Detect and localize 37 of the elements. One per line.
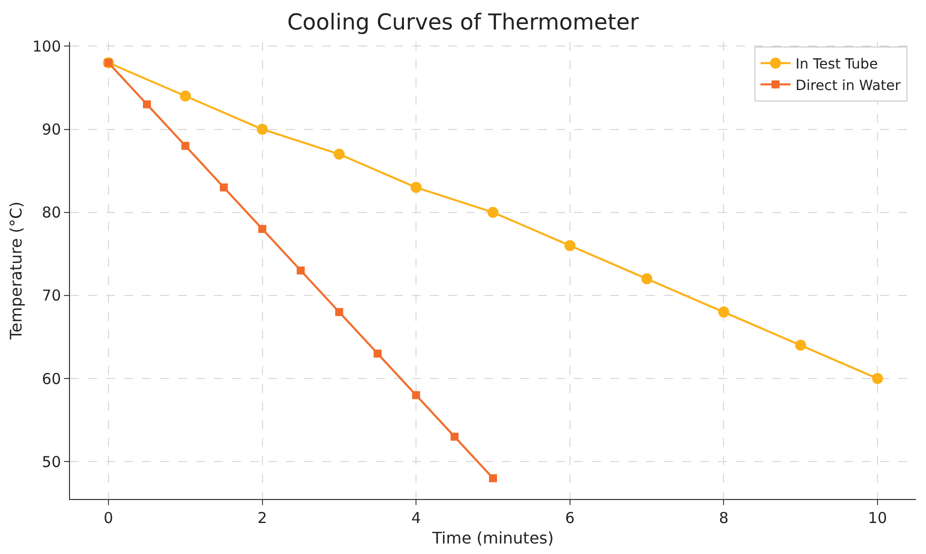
y-tick-label: 80	[42, 204, 61, 222]
x-axis-title: Time (minutes)	[431, 528, 554, 548]
point	[450, 432, 459, 441]
point	[412, 391, 420, 400]
x-tick-label: 0	[104, 509, 114, 527]
legend-label: In Test Tube	[796, 56, 878, 73]
point	[142, 100, 151, 108]
y-tick-label: 60	[42, 370, 61, 388]
point	[795, 340, 806, 351]
point	[641, 273, 652, 284]
x-tick-label: 2	[257, 509, 268, 527]
y-tick-label: 50	[42, 452, 61, 471]
point	[334, 148, 345, 160]
x-tick-label: 4	[411, 509, 421, 527]
point	[564, 240, 576, 252]
point	[256, 124, 268, 135]
chart-title: Cooling Curves of Thermometer	[287, 10, 640, 36]
point	[296, 266, 305, 274]
point	[872, 373, 884, 384]
y-axis-title: Temperature (°C)	[6, 201, 26, 341]
point	[489, 474, 497, 482]
point	[410, 182, 422, 193]
point	[488, 206, 498, 218]
y-tick-label: 90	[42, 120, 61, 138]
y-tick-label: 100	[32, 37, 61, 56]
point	[181, 142, 190, 150]
point	[180, 90, 191, 102]
y-tick-label: 70	[42, 286, 61, 305]
legend-label: Direct in Water	[796, 78, 901, 94]
x-tick-label: 8	[718, 509, 729, 527]
point	[718, 306, 730, 318]
point	[374, 350, 382, 358]
x-tick-label: 6	[565, 509, 575, 527]
point	[335, 308, 344, 316]
x-tick-label: 10	[868, 509, 888, 527]
point	[258, 224, 266, 233]
point	[220, 183, 228, 192]
